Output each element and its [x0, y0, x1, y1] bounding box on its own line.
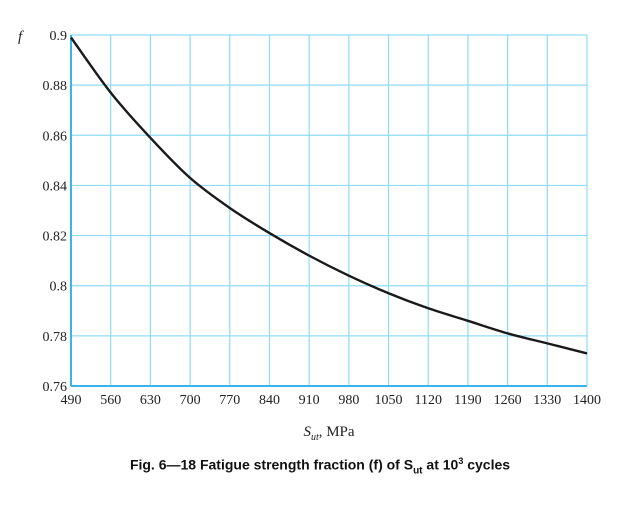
series-line	[70, 36, 588, 355]
x-tick-label: 1050	[375, 393, 403, 408]
x-tick-label: 630	[140, 393, 161, 408]
figure-caption: Fig. 6—18 Fatigue strength fraction (f) …	[129, 456, 511, 477]
y-tick-label: 0.86	[43, 129, 68, 144]
x-tick-label: 1260	[494, 393, 522, 408]
x-tick-label: 1400	[573, 393, 601, 408]
x-tick-label: 840	[259, 393, 280, 408]
x-tick-label: 980	[338, 393, 359, 408]
x-axis-label: Sut, MPa	[303, 424, 354, 443]
chart-svg: 490 560 630 700 770 840 910 980 1050 1120 1190 1260…	[18, 29, 602, 443]
y-axis-label: f	[18, 29, 24, 45]
x-tick-label: 560	[100, 393, 121, 408]
x-tick-label: 910	[299, 393, 320, 408]
tick-labels: 490 560 630 700 770 840 910 980 1050 1120 1190 1260…	[43, 29, 602, 408]
grid	[70, 34, 588, 387]
y-tick-label: 0.88	[43, 79, 68, 94]
y-tick-label: 0.9	[50, 29, 68, 44]
y-tick-label: 0.82	[43, 230, 68, 245]
y-tick-label: 0.84	[43, 179, 68, 194]
y-tick-label: 0.8	[50, 280, 68, 295]
x-tick-label: 700	[180, 393, 201, 408]
x-tick-label: 490	[61, 393, 82, 408]
y-tick-label: 0.76	[43, 380, 68, 395]
x-tick-label: 1190	[454, 393, 481, 408]
x-tick-label: 770	[219, 393, 240, 408]
x-tick-label: 1120	[414, 393, 441, 408]
x-tick-label: 1330	[533, 393, 561, 408]
y-tick-label: 0.78	[43, 330, 68, 345]
